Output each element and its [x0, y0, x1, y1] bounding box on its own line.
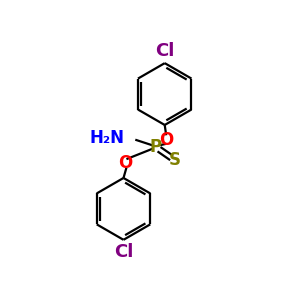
Text: S: S	[169, 151, 181, 169]
Text: O: O	[159, 131, 173, 149]
Text: Cl: Cl	[155, 42, 174, 60]
Text: O: O	[118, 154, 132, 172]
Text: Cl: Cl	[114, 243, 133, 261]
Text: P: P	[150, 138, 162, 156]
Text: H₂N: H₂N	[90, 129, 125, 147]
